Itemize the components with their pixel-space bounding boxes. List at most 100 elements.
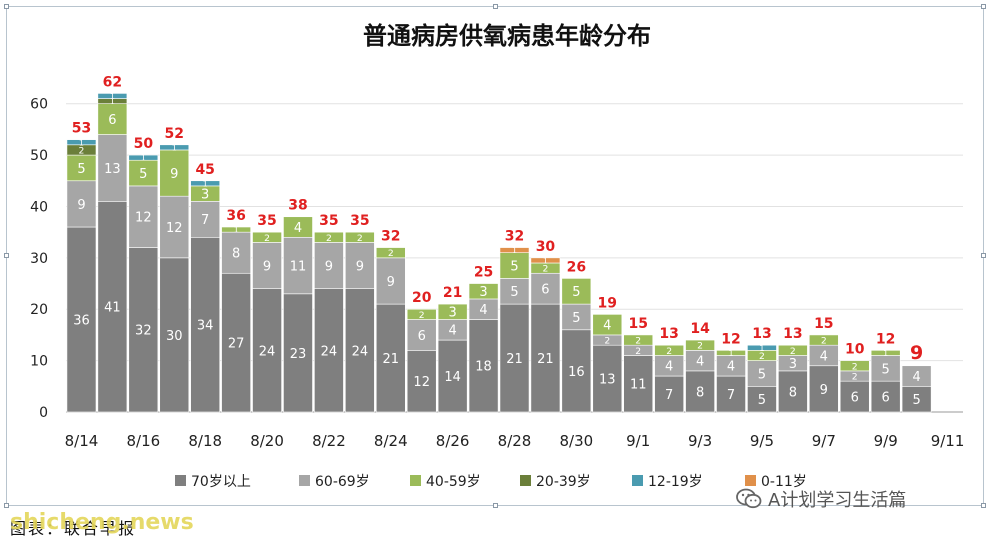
bar-stack-8-19: 27 8 1 36 [221, 208, 251, 413]
legend-label: 70岁以上 [191, 474, 251, 490]
resize-handle-middle-right[interactable] [981, 253, 986, 258]
resize-handle-top-left[interactable] [4, 4, 9, 9]
bar-segment [128, 154, 159, 161]
segment-label: 13 [104, 162, 121, 177]
segment-label: 1 [110, 92, 115, 101]
x-tick-label: 8/14 [65, 432, 99, 450]
legend-label: 60-69岁 [315, 474, 370, 490]
segment-label: 2 [635, 336, 641, 347]
bar-segment [128, 159, 159, 187]
bar-segment [716, 350, 746, 356]
segment-label: 4 [912, 370, 920, 385]
total-label: 21 [443, 285, 462, 301]
total-label: 26 [567, 259, 586, 275]
bar-stack-9-5: 5 5 21 13 [747, 326, 777, 413]
segment-label: 9 [325, 259, 333, 274]
segment-label: 3 [789, 357, 797, 372]
total-label: 35 [350, 213, 369, 229]
legend-label: 0-11岁 [761, 474, 807, 490]
x-tick-label: 9/1 [626, 432, 650, 450]
bar-segment [901, 365, 932, 387]
bar-segment [530, 272, 561, 305]
total-label: 13 [659, 326, 678, 342]
total-label: 20 [412, 290, 432, 306]
bar-stack-8-20: 24 9 2 35 [252, 213, 282, 413]
resize-handle-middle-left[interactable] [4, 253, 9, 258]
bar-segment [468, 319, 499, 413]
bar-stack-9-2: 7 4 2 13 [654, 326, 684, 413]
legend-swatch [632, 475, 643, 486]
segment-label: 11 [630, 378, 647, 393]
bar-stack-8-16: 32 12 5 1 50 [128, 136, 159, 413]
bar-segment [623, 334, 654, 346]
segment-label: 2 [326, 233, 332, 244]
wechat-icon [736, 488, 762, 509]
segment-label: 1 [512, 246, 517, 255]
x-tick-label: 8/20 [250, 432, 284, 450]
total-label: 13 [783, 326, 802, 342]
bar-stack-8-23: 24 9 2 35 [345, 213, 375, 413]
bar-segment [561, 278, 592, 305]
resize-handle-top-center[interactable] [493, 4, 498, 9]
segment-label: 30 [166, 329, 183, 344]
bar-segment [66, 180, 97, 228]
resize-handle-bottom-center[interactable] [493, 503, 498, 508]
segment-label: 2 [388, 248, 394, 259]
segment-label: 1 [728, 349, 733, 358]
y-tick-label: 30 [30, 251, 48, 267]
x-tick-label: 9/3 [688, 432, 712, 450]
bar-stack-8-28: 21 5 5 132 [499, 229, 530, 413]
x-tick-label: 8/16 [126, 432, 160, 450]
segment-label: 9 [820, 383, 828, 398]
segment-label: 1 [883, 349, 888, 358]
segment-label: 6 [851, 391, 859, 406]
total-label: 35 [257, 213, 276, 229]
segment-label: 9 [170, 167, 178, 182]
bar-segment [437, 303, 468, 320]
x-tick-label: 8/30 [560, 432, 594, 450]
legend-swatch [410, 475, 421, 486]
bars: 3695215341136116232125150301291523473145… [66, 74, 932, 413]
segment-label: 8 [696, 385, 704, 400]
bar-stack-8-27: 18 4 3 25 [468, 265, 499, 413]
segment-label: 12 [166, 221, 183, 236]
y-tick-label: 40 [30, 199, 48, 215]
resize-handle-bottom-left[interactable] [4, 503, 9, 508]
segment-label: 2 [357, 233, 363, 244]
bar-stack-9-9: 6 5 1 12 [870, 331, 901, 413]
bar-segment [747, 344, 777, 351]
segment-label: 11 [290, 259, 307, 274]
segment-label: 4 [665, 360, 673, 375]
segment-label: 18 [475, 360, 492, 375]
bar-segment [870, 355, 901, 382]
bar-segment [252, 288, 282, 413]
segment-label: 14 [444, 370, 461, 385]
resize-handle-top-right[interactable] [981, 4, 986, 9]
segment-label: 21 [383, 352, 400, 367]
legend-item: 0-11岁 [745, 474, 807, 490]
bar-segment [190, 236, 221, 413]
bar-segment [66, 226, 97, 413]
legend-label: 40-59岁 [426, 474, 481, 490]
bar-segment [499, 252, 530, 279]
bar-segment [314, 288, 344, 413]
bar-stack-9-3: 8 4 2 14 [685, 321, 715, 413]
segment-label: 5 [510, 285, 518, 300]
segment-label: 4 [294, 221, 302, 236]
total-label: 12 [721, 331, 740, 347]
resize-handle-bottom-right[interactable] [981, 503, 986, 508]
x-tick-label: 9/7 [812, 432, 836, 450]
bar-segment [190, 201, 221, 238]
segment-label: 32 [135, 324, 152, 339]
segment-label: 5 [139, 167, 147, 182]
segment-label: 8 [789, 385, 797, 400]
bar-stack-9-4: 7 4 1 12 [716, 331, 746, 413]
bar-segment [654, 344, 684, 356]
legend-label: 12-19岁 [648, 474, 703, 490]
segment-label: 36 [73, 313, 90, 328]
segment-label: 5 [912, 393, 920, 408]
bar-segment [499, 303, 530, 413]
segment-label: 12 [135, 211, 152, 226]
segment-label: 4 [696, 355, 704, 370]
